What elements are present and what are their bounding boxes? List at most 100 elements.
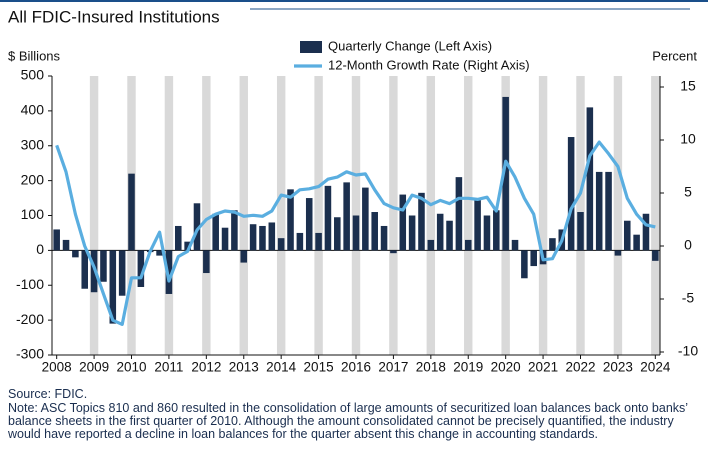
- bar: [81, 250, 89, 289]
- x-tick-label: 2010: [116, 360, 146, 375]
- bar: [464, 239, 472, 251]
- year-band: [276, 76, 286, 355]
- y-tick-label: 100: [21, 206, 45, 222]
- bar: [109, 250, 117, 324]
- y-tick-label: 200: [21, 171, 45, 187]
- bar: [334, 217, 341, 251]
- bar: [156, 250, 163, 256]
- bar: [549, 238, 556, 251]
- chart-title: All FDIC-Insured Institutions: [8, 7, 220, 26]
- bar: [446, 220, 453, 251]
- x-tick-label: 2018: [416, 360, 446, 375]
- y-axis-title: $ Billions: [8, 48, 61, 63]
- bar: [623, 220, 631, 251]
- legend-label: Quarterly Change (Left Axis): [328, 38, 492, 53]
- bar: [577, 212, 584, 251]
- x-tick-label: 2019: [453, 360, 483, 375]
- y-tick-label: 500: [21, 67, 45, 83]
- bar: [324, 185, 332, 251]
- year-band: [314, 76, 323, 355]
- x-tick-label: 2013: [229, 360, 259, 375]
- bar: [352, 215, 360, 251]
- x-tick-label: 2015: [304, 360, 334, 375]
- year-band: [464, 76, 473, 355]
- bar: [371, 212, 378, 251]
- bar: [62, 239, 70, 251]
- y2-tick-label: 0: [684, 237, 692, 253]
- x-tick-label: 2024: [640, 360, 671, 375]
- bar: [305, 198, 313, 251]
- y2-tick-label: -10: [678, 343, 698, 359]
- y-tick-label: 300: [21, 136, 45, 152]
- bar: [483, 215, 491, 251]
- bar: [240, 250, 248, 263]
- x-tick-label: 2020: [491, 360, 521, 375]
- bar: [315, 232, 322, 251]
- bar: [165, 250, 173, 294]
- year-band: [426, 76, 436, 355]
- y-tick-label: -300: [16, 346, 44, 362]
- year-band: [613, 76, 623, 355]
- bar: [474, 199, 481, 251]
- bar: [118, 250, 126, 296]
- year-band: [651, 76, 660, 355]
- bar: [231, 210, 238, 251]
- year-band: [89, 76, 99, 355]
- y2-tick-label: 10: [680, 131, 696, 147]
- year-band: [538, 76, 548, 355]
- x-tick-label: 2014: [266, 360, 297, 375]
- legend-label: 12-Month Growth Rate (Right Axis): [328, 57, 530, 72]
- bar: [259, 225, 266, 251]
- bar: [436, 213, 444, 251]
- x-tick-label: 2011: [154, 360, 183, 375]
- y2-axis-title: Percent: [652, 48, 697, 63]
- bar: [184, 241, 191, 251]
- bar: [567, 137, 575, 251]
- y2-tick-label: 5: [684, 184, 692, 200]
- bar: [530, 250, 537, 267]
- bar: [287, 189, 294, 251]
- x-tick-label: 2012: [191, 360, 221, 375]
- year-band: [389, 76, 398, 355]
- bar: [418, 192, 425, 251]
- bar: [53, 229, 60, 251]
- bar: [221, 227, 229, 251]
- bar: [511, 239, 519, 251]
- legend-swatch: [300, 41, 322, 53]
- x-tick-label: 2021: [528, 360, 558, 375]
- bar: [100, 250, 107, 282]
- x-tick-label: 2009: [79, 360, 109, 375]
- bar: [137, 250, 145, 287]
- bar: [652, 250, 659, 261]
- y2-tick-label: -5: [682, 290, 695, 306]
- x-tick-label: 2017: [378, 360, 408, 375]
- bar: [614, 250, 622, 256]
- bar: [175, 225, 182, 251]
- bar: [399, 194, 407, 251]
- bar: [72, 250, 79, 258]
- y-tick-label: -200: [16, 311, 44, 327]
- bar: [427, 239, 435, 251]
- bar: [268, 222, 276, 251]
- bar: [390, 250, 397, 254]
- y-tick-label: -100: [16, 276, 44, 292]
- bar: [296, 232, 304, 251]
- bar: [455, 177, 463, 251]
- x-tick-label: 2016: [341, 360, 371, 375]
- y-tick-label: 0: [36, 241, 44, 257]
- bar: [493, 210, 500, 251]
- bar: [408, 215, 416, 251]
- bar: [249, 224, 257, 251]
- source: Source: FDIC.: [8, 387, 88, 401]
- bar: [586, 107, 594, 251]
- y2-tick-label: 15: [680, 78, 696, 94]
- bar: [633, 234, 640, 251]
- y-tick-label: 400: [21, 102, 45, 118]
- bar: [605, 171, 612, 251]
- chart: All FDIC-Insured Institutions $ Billions…: [0, 0, 708, 375]
- bar: [380, 225, 388, 251]
- bar: [193, 203, 201, 251]
- bar: [642, 213, 650, 251]
- bar: [521, 250, 528, 279]
